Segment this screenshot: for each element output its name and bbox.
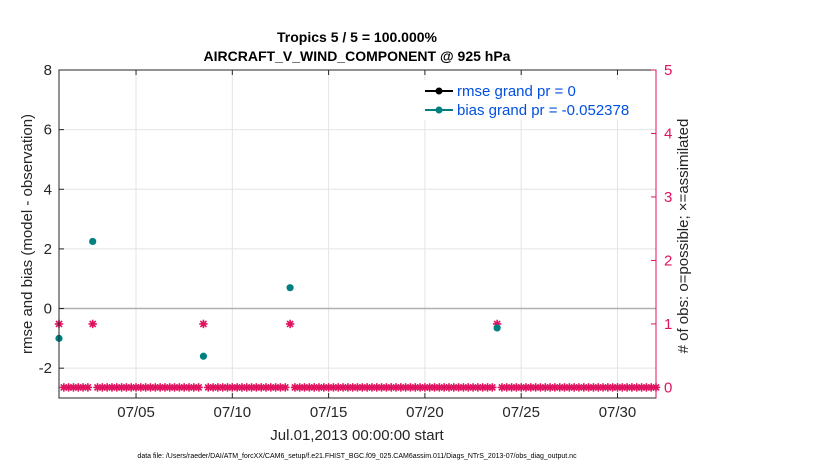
obs-count-marker (281, 383, 290, 392)
obs-count-marker-nonzero (88, 319, 97, 329)
chart-subtitle: AIRCRAFT_V_WIND_COMPONENT @ 925 hPa (204, 48, 511, 64)
right-tick-label: 3 (664, 189, 672, 206)
x-axis-ticks: 07/05 07/10 07/15 07/20 07/25 07/30 (117, 70, 636, 421)
legend-bias-marker (435, 106, 443, 114)
obs-count-marker (502, 383, 511, 392)
bias-point (89, 237, 97, 246)
x-axis-label: Jul.01,2013 00:00:00 start (270, 427, 444, 444)
y-tick-label: 2 (44, 241, 52, 258)
obs-count-marker (127, 383, 136, 392)
obs-count-marker (622, 383, 632, 392)
x-tick-label: 07/25 (502, 404, 540, 421)
obs-count-marker (415, 383, 425, 392)
series-layer (54, 237, 661, 392)
y-tick-label: 4 (44, 181, 52, 198)
right-tick-label: 5 (664, 62, 672, 79)
bias-point (493, 324, 501, 332)
obs-count-marker-nonzero (285, 319, 295, 329)
legend-rmse-label: rmse grand pr = 0 (457, 83, 576, 100)
right-tick-label: 4 (664, 125, 672, 142)
obs-count-marker (83, 383, 93, 392)
x-tick-label: 07/30 (599, 404, 637, 421)
right-tick-label: 2 (664, 252, 672, 269)
x-tick-label: 07/10 (214, 404, 252, 421)
obs-count-marker (488, 383, 497, 392)
right-tick-label: 0 (664, 379, 672, 396)
obs-count-marker-nonzero (199, 319, 208, 329)
chart-title: Tropics 5 / 5 = 100.000% (277, 29, 437, 45)
right-axis-ticks: 0 1 2 3 4 5 (651, 62, 672, 398)
y-tick-label: -2 (39, 360, 52, 377)
right-tick-label: 1 (664, 316, 672, 333)
x-tick-label: 07/05 (117, 404, 155, 421)
x-tick-label: 07/20 (406, 404, 444, 421)
y-tick-label: 6 (44, 122, 52, 139)
legend-rmse-marker (435, 87, 443, 95)
obs-count-marker (194, 383, 203, 392)
data-file-footnote: data file: /Users/raeder/DAI/ATM_forcXX/… (137, 453, 577, 460)
right-axis-label: # of obs: o=possible; ×=assimilated (675, 119, 692, 354)
bias-point (286, 284, 294, 292)
y-axis-ticks: -2 0 2 4 6 8 (39, 62, 64, 377)
bias-point (199, 352, 208, 360)
x-tick-label: 07/15 (310, 404, 348, 421)
legend: rmse grand pr = 0 bias grand pr = -0.052… (421, 80, 649, 120)
legend-box (421, 80, 649, 120)
legend-bias-label: bias grand pr = -0.052378 (457, 102, 629, 119)
y-tick-label: 8 (44, 62, 52, 79)
y-tick-label: 0 (44, 301, 52, 318)
y-axis-label: rmse and bias (model - observation) (19, 114, 36, 354)
